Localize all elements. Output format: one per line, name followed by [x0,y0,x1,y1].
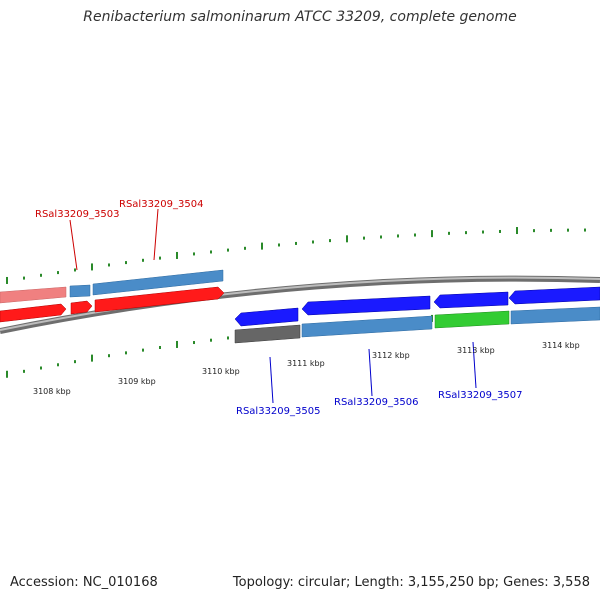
tick-mark [176,251,178,259]
tick-mark [193,252,195,256]
label-leaders [69,208,477,404]
tick-mark [23,369,25,373]
tick-mark [516,227,518,235]
outer-tick-marks [6,227,586,284]
tick-mark [363,236,365,240]
tick-mark [40,366,42,370]
gene-label-rsal-3505[interactable]: RSal33209_3505 [236,406,320,417]
cds-rsal-3503[interactable] [69,284,91,298]
tick-mark [210,338,212,342]
tick-mark [312,240,314,244]
tick-mark [550,228,552,232]
cds-red-2[interactable] [70,300,93,315]
map-title: Renibacterium salmoninarum ATCC 33209, c… [83,9,517,25]
tick-mark [482,230,484,234]
tick-mark [346,235,348,243]
genome-backbone-highlight [0,276,600,331]
scale-label-3112: 3112 kbp [372,351,410,360]
tick-mark [261,242,263,250]
cds-blue-4[interactable] [508,286,600,305]
cds-blue-3[interactable] [433,291,509,309]
cds-pink-fragment[interactable] [0,286,67,304]
tick-mark [6,276,8,284]
leader-rsal-3506 [368,348,373,397]
tick-mark [23,276,25,280]
tick-mark [159,256,161,260]
leader-rsal-3503 [69,219,78,271]
cds-red-3[interactable] [94,286,225,313]
genome-backbone [0,275,600,334]
scale-label-3108: 3108 kbp [33,387,71,396]
leader-rsal-3505 [269,356,274,404]
tick-mark [499,229,501,233]
gene-label-rsal-3507[interactable]: RSal33209_3507 [438,390,522,401]
tick-mark [142,348,144,352]
tick-mark [6,370,8,378]
tick-mark [91,354,93,362]
tick-mark [57,271,59,275]
cds-steel-end[interactable] [510,306,600,325]
tick-mark [125,351,127,355]
tick-mark [142,258,144,262]
leader-rsal-3504 [153,208,159,261]
tick-mark [584,228,586,232]
tick-mark [74,360,76,364]
tick-mark [448,231,450,235]
right-gene-track [234,286,600,344]
scale-label-3110: 3110 kbp [202,367,240,376]
tick-mark [108,354,110,358]
tick-mark [176,340,178,348]
tick-mark [431,230,433,238]
tick-mark [57,363,59,367]
scale-label-3111: 3111 kbp [287,359,325,368]
cds-blue-1[interactable] [234,307,299,327]
tick-mark [567,228,569,232]
tick-mark [74,268,76,272]
cds-rsal-3507[interactable] [434,310,510,329]
tick-mark [397,234,399,238]
tick-mark [278,243,280,247]
tick-mark [295,241,297,245]
tick-mark [227,336,229,340]
cds-red-1[interactable] [0,303,67,323]
tick-mark [380,235,382,239]
tick-mark [159,345,161,349]
tick-mark [210,250,212,254]
scale-label-3109: 3109 kbp [118,377,156,386]
cds-rsal-3504[interactable] [92,269,224,296]
topology-text: Topology: circular; Length: 3,155,250 bp… [232,575,590,590]
tick-mark [465,231,467,235]
tick-mark [414,233,416,237]
cds-rsal-3505[interactable] [234,324,301,344]
tick-mark [108,263,110,267]
cds-rsal-3506[interactable] [301,315,433,338]
cds-blue-2[interactable] [301,295,431,316]
tick-mark [91,263,93,271]
scale-label-3113: 3113 kbp [457,346,495,355]
tick-mark [244,246,246,250]
gene-label-rsal-3503[interactable]: RSal33209_3503 [35,209,119,220]
gene-label-rsal-3506[interactable]: RSal33209_3506 [334,397,418,408]
accession-text: Accession: NC_010168 [10,575,158,590]
tick-mark [193,341,195,345]
left-gene-track [0,269,225,323]
tick-mark [533,229,535,233]
tick-mark [227,248,229,252]
gene-label-rsal-3504[interactable]: RSal33209_3504 [119,199,203,210]
tick-mark [125,261,127,265]
scale-label-3114: 3114 kbp [542,341,580,350]
tick-mark [40,273,42,277]
leader-rsal-3507 [472,341,477,389]
tick-mark [329,239,331,243]
